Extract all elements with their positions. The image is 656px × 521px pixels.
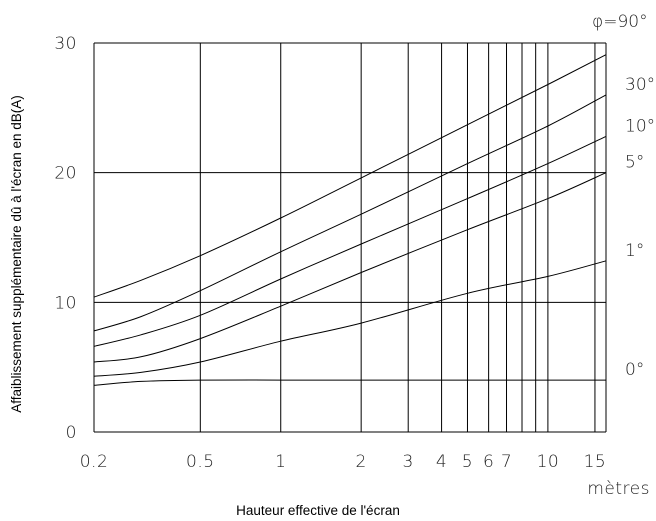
series-labels: 0° 1° 5° 10° 30° bbox=[625, 75, 655, 380]
series-line bbox=[93, 54, 607, 298]
x-tick-label: 15 bbox=[584, 452, 607, 472]
x-tick-label: 1 bbox=[275, 452, 286, 472]
x-axis-title: Hauteur effective de l'écran bbox=[236, 503, 400, 518]
x-tick-label: 3 bbox=[403, 452, 414, 472]
x-tick-label: 10 bbox=[537, 452, 560, 472]
x-tick-label: 6 bbox=[483, 452, 494, 472]
x-tick-label: 4 bbox=[436, 452, 447, 472]
series-line bbox=[93, 94, 607, 332]
series-label: 1° bbox=[625, 241, 644, 261]
y-tick-label: 0 bbox=[66, 423, 77, 443]
series-line bbox=[93, 172, 607, 363]
series-label: 30° bbox=[625, 75, 655, 95]
x-tick-label: 5 bbox=[462, 452, 473, 472]
series-line bbox=[93, 260, 607, 377]
axis-ticks: 0.2 0.5 1 2 3 4 5 6 7 10 15 0 10 20 30 bbox=[54, 34, 607, 472]
y-axis-title: Affaiblissement supplémentaire dû à l'éc… bbox=[9, 95, 24, 413]
x-tick-label: 7 bbox=[501, 452, 512, 472]
series-label: 10° bbox=[625, 116, 655, 136]
y-tick-label: 30 bbox=[54, 34, 77, 54]
x-tick-label: 0.2 bbox=[80, 452, 109, 472]
grid bbox=[93, 42, 607, 433]
x-tick-label: 2 bbox=[355, 452, 366, 472]
y-tick-label: 20 bbox=[54, 164, 77, 184]
series-label: 5° bbox=[625, 153, 644, 173]
x-axis-unit: mètres bbox=[587, 479, 650, 499]
y-tick-label: 10 bbox=[54, 293, 77, 313]
series-line bbox=[93, 135, 607, 347]
plot-area bbox=[93, 54, 607, 386]
series-header: φ=90° bbox=[592, 12, 648, 32]
x-tick-label: 0.5 bbox=[186, 452, 215, 472]
series-label: 0° bbox=[625, 360, 644, 380]
series-line bbox=[93, 379, 606, 386]
